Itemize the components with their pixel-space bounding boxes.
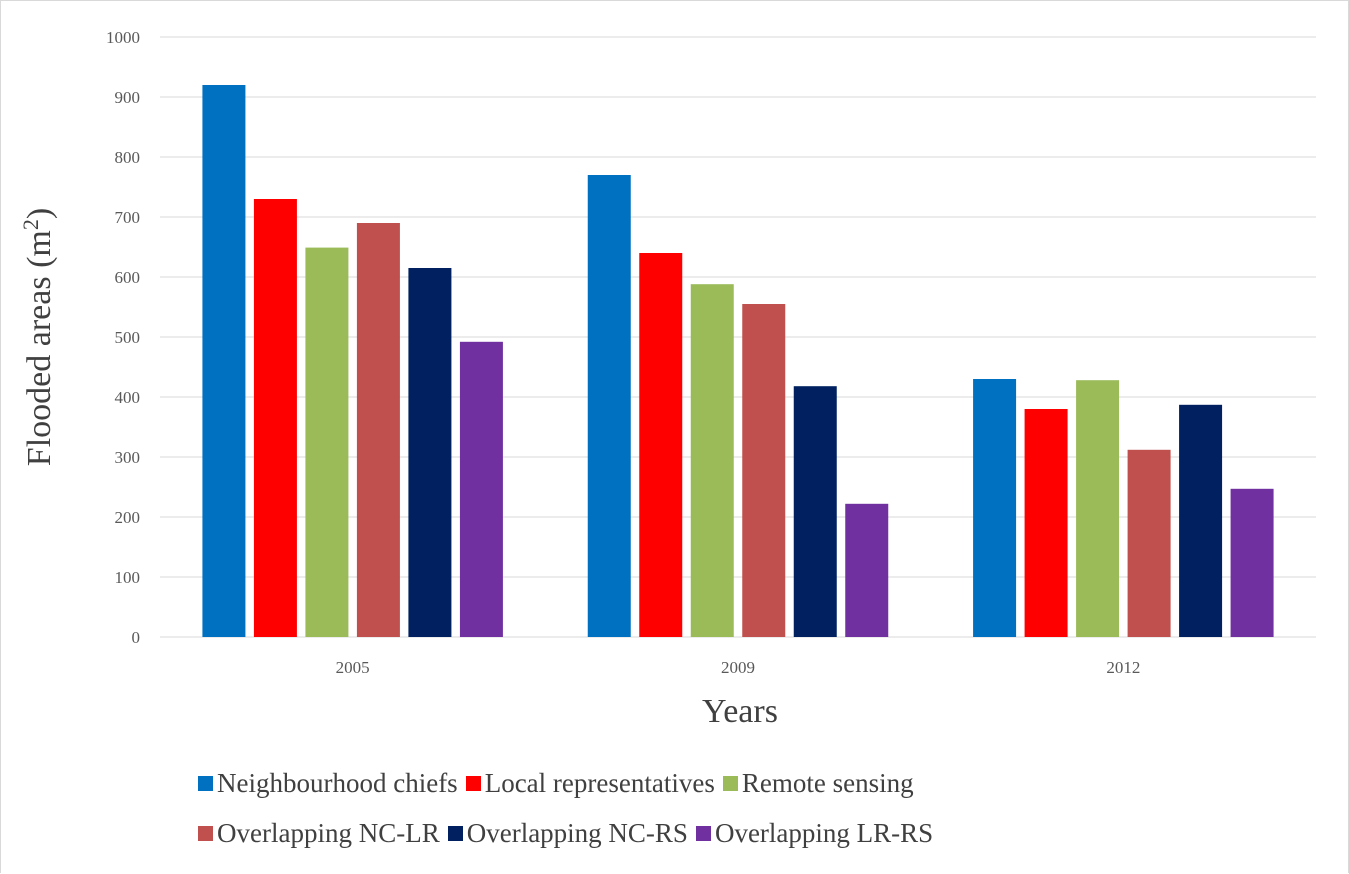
y-tick-label: 700 <box>115 208 141 227</box>
y-axis-title-superscript: 2 <box>18 219 43 230</box>
bar-2009-neighbourhood-chiefs <box>587 175 631 637</box>
bar-2009-overlapping-lr-rs <box>845 503 889 637</box>
bar-2005-overlapping-lr-rs <box>459 341 503 637</box>
legend-swatch <box>198 776 213 791</box>
bar-2009-overlapping-nc-lr <box>742 304 786 637</box>
legend-item: Remote sensing <box>722 768 914 799</box>
bars <box>202 85 1274 637</box>
legend-label: Overlapping NC-RS <box>466 818 688 848</box>
legend-swatch <box>447 826 463 841</box>
x-tick-label: 2009 <box>721 658 755 677</box>
y-axis-title: Flooded areas (m2) <box>18 208 59 466</box>
legend-swatch <box>465 776 481 791</box>
legend-label: Local representatives <box>484 768 715 798</box>
x-tick-label: 2005 <box>336 658 370 677</box>
y-tick-label: 400 <box>115 388 141 407</box>
bar-2005-overlapping-nc-lr <box>356 223 400 637</box>
bar-2012-overlapping-nc-rs <box>1179 404 1223 637</box>
bar-2012-neighbourhood-chiefs <box>973 379 1017 637</box>
y-tick-label: 100 <box>115 568 141 587</box>
bar-2005-remote-sensing <box>305 247 349 637</box>
legend-label: Overlapping NC-LR <box>217 818 440 848</box>
legend-item: Local representatives <box>465 768 715 799</box>
bar-2009-local-representatives <box>639 253 683 637</box>
y-tick-label: 1000 <box>106 28 140 47</box>
x-axis-title: Years <box>702 693 778 730</box>
y-axis-title-close: ) <box>21 208 58 219</box>
legend-label: Remote sensing <box>741 768 914 798</box>
legend-row: Neighbourhood chiefs Local representative… <box>198 768 922 799</box>
gridlines <box>160 36 1316 638</box>
bar-2012-overlapping-lr-rs <box>1230 488 1274 637</box>
legend-label: Neighbourhood chiefs <box>217 768 458 798</box>
legend-item: Overlapping NC-RS <box>447 818 688 849</box>
y-tick-label: 600 <box>115 268 141 287</box>
bar-2005-local-representatives <box>253 199 297 637</box>
bar-2012-overlapping-nc-lr <box>1127 449 1171 637</box>
bar-2012-local-representatives <box>1024 409 1068 637</box>
legend-swatch <box>198 826 213 841</box>
legend-swatch <box>722 776 738 791</box>
legend-item: Neighbourhood chiefs <box>198 768 458 799</box>
legend-swatch <box>695 826 711 841</box>
x-tick-label: 2012 <box>1106 658 1140 677</box>
legend-row: Overlapping NC-LR Overlapping NC-RS Overla… <box>198 818 941 849</box>
bar-2009-remote-sensing <box>690 284 734 637</box>
y-tick-labels: 0 100 200 300 400 500 600 700 800 900 1000 <box>106 28 140 647</box>
bar-2005-neighbourhood-chiefs <box>202 85 246 637</box>
y-tick-label: 200 <box>115 508 141 527</box>
bar-2005-overlapping-nc-rs <box>408 268 452 637</box>
y-axis-title-text: Flooded areas (m <box>21 230 58 466</box>
legend-label: Overlapping LR-RS <box>714 818 934 848</box>
y-tick-label: 900 <box>115 88 141 107</box>
legend-item: Overlapping LR-RS <box>695 818 934 849</box>
y-tick-label: 500 <box>115 328 141 347</box>
bar-2012-remote-sensing <box>1076 380 1120 637</box>
x-tick-labels: 2005 2009 2012 <box>336 658 1141 677</box>
y-tick-label: 300 <box>115 448 141 467</box>
bar-2009-overlapping-nc-rs <box>793 386 837 637</box>
y-tick-label: 0 <box>132 628 141 647</box>
legend-item: Overlapping NC-LR <box>198 818 440 849</box>
y-tick-label: 800 <box>115 148 141 167</box>
